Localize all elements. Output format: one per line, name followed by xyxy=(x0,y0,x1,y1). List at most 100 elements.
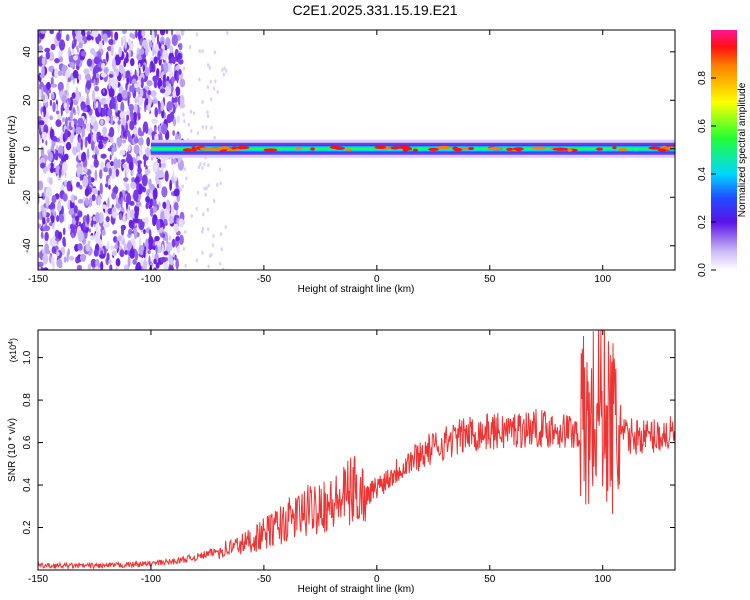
spectrogram-cell xyxy=(78,73,82,81)
spectrogram-cell xyxy=(151,251,154,261)
spectrogram-cell xyxy=(169,258,174,266)
spectrogram-cell xyxy=(208,66,212,71)
spectrogram-cell xyxy=(67,248,70,256)
spectrogram-cell xyxy=(93,120,99,132)
spectrogram-cell xyxy=(151,99,158,104)
spectrogram-cell xyxy=(56,202,62,212)
y-tick-label: 40 xyxy=(22,46,33,58)
spectrogram-cell xyxy=(153,56,158,65)
spectrogram-cell xyxy=(222,267,225,270)
x-tick-label: 50 xyxy=(484,574,496,585)
spectrogram-cell xyxy=(95,223,99,234)
spectrogram-cell xyxy=(141,30,146,37)
spectrogram-cell xyxy=(38,261,44,268)
spectrogram-cell xyxy=(70,184,73,192)
spectrogram-cell xyxy=(93,248,99,257)
spectrogram-cell xyxy=(87,263,92,270)
spectrogram-cell xyxy=(168,235,171,241)
spectrogram-cell xyxy=(69,223,77,231)
spectrogram-cell xyxy=(125,131,128,140)
spectrogram-cell xyxy=(63,153,69,161)
spectrogram-cell xyxy=(134,250,139,261)
spectrogram-cell xyxy=(75,45,79,51)
spectrogram-cell xyxy=(124,39,127,50)
x-tick-label: 50 xyxy=(484,274,496,285)
spectrogram-cell xyxy=(137,30,141,42)
spectrogram-cell xyxy=(131,177,135,183)
spectrogram-cell xyxy=(48,51,55,62)
spectrogram-cell xyxy=(152,187,158,200)
bottom-x-axis-label: Height of straight line (km) xyxy=(298,584,415,595)
spectrogram-cell xyxy=(206,207,210,212)
spectrogram-cell xyxy=(45,140,48,146)
spectrogram-cell xyxy=(140,77,144,89)
spectrogram-cell xyxy=(219,181,222,186)
spectrogram-cell xyxy=(38,134,41,146)
spectrogram-cell xyxy=(145,147,151,157)
spectrogram-cell xyxy=(97,190,100,196)
y-tick-label: -20 xyxy=(22,190,33,205)
spectrogram-cell xyxy=(158,101,161,110)
spectrogram-cell xyxy=(80,138,83,151)
spectrogram-cell xyxy=(171,238,176,248)
spectrogram-cell xyxy=(69,50,72,57)
spectrogram-cell xyxy=(161,186,168,198)
spectrogram-cell xyxy=(103,221,110,228)
signal-peak xyxy=(374,145,387,149)
spectrogram-cell xyxy=(57,70,63,76)
spectrogram-cell xyxy=(185,176,188,181)
spectrogram-cell xyxy=(83,166,88,174)
spectrogram-cell xyxy=(146,80,153,87)
spectrogram-cell xyxy=(120,101,125,113)
spectrogram-cell xyxy=(144,168,151,175)
spectrogram-cell xyxy=(140,258,143,267)
spectrogram-cell xyxy=(98,101,102,114)
spectrogram-cell xyxy=(123,264,130,270)
spectrogram-cell xyxy=(198,49,201,54)
spectrogram-cell xyxy=(172,205,175,218)
spectrogram-cell xyxy=(144,66,150,77)
y-tick-label: -40 xyxy=(22,238,33,253)
spectrogram-cell xyxy=(137,160,143,165)
spectrogram-cell xyxy=(164,208,170,220)
signal-peak xyxy=(452,146,459,150)
spectrogram-cell xyxy=(45,51,51,60)
signal-peak xyxy=(612,145,617,150)
spectrogram-cell xyxy=(168,215,174,224)
y-tick-label: 0.4 xyxy=(22,478,33,492)
spectrogram-cell xyxy=(66,80,69,92)
spectrogram-cell xyxy=(121,139,127,144)
spectrogram-cell xyxy=(61,94,67,104)
spectrogram-cell xyxy=(111,58,116,70)
spectrogram-cell xyxy=(74,35,80,40)
spectrogram-cell xyxy=(70,201,75,209)
spectrogram-cell xyxy=(118,46,122,58)
spectrogram-cell xyxy=(119,149,126,156)
spectrogram-cell xyxy=(100,153,107,159)
spectrogram-cell xyxy=(182,66,186,71)
spectrogram-cell xyxy=(152,206,157,214)
spectrogram-cell xyxy=(111,146,118,152)
spectrogram-cell xyxy=(51,246,57,254)
spectrogram-cell xyxy=(125,192,131,205)
spectrogram-cell xyxy=(176,115,180,124)
spectrogram-cell xyxy=(156,218,161,231)
spectrogram-cell xyxy=(65,116,68,127)
spectrogram-cell xyxy=(121,117,126,126)
y-tick-label: 20 xyxy=(22,94,33,106)
spectrogram-cell xyxy=(90,164,94,169)
spectrogram-cell xyxy=(130,164,134,172)
spectrogram-cell xyxy=(52,259,55,270)
spectrogram-cell xyxy=(64,90,68,95)
spectrogram-cell xyxy=(115,101,118,113)
spectrogram-cell xyxy=(38,56,44,67)
spectrogram-cell xyxy=(162,49,169,61)
spectrogram-cell xyxy=(129,248,135,259)
spectrogram-cell xyxy=(51,194,57,204)
signal-peak xyxy=(390,146,400,150)
spectrogram-cell xyxy=(182,112,185,117)
spectrogram-cell xyxy=(91,89,96,102)
spectrogram-cell xyxy=(40,30,47,34)
spectrogram-cell xyxy=(129,109,134,119)
